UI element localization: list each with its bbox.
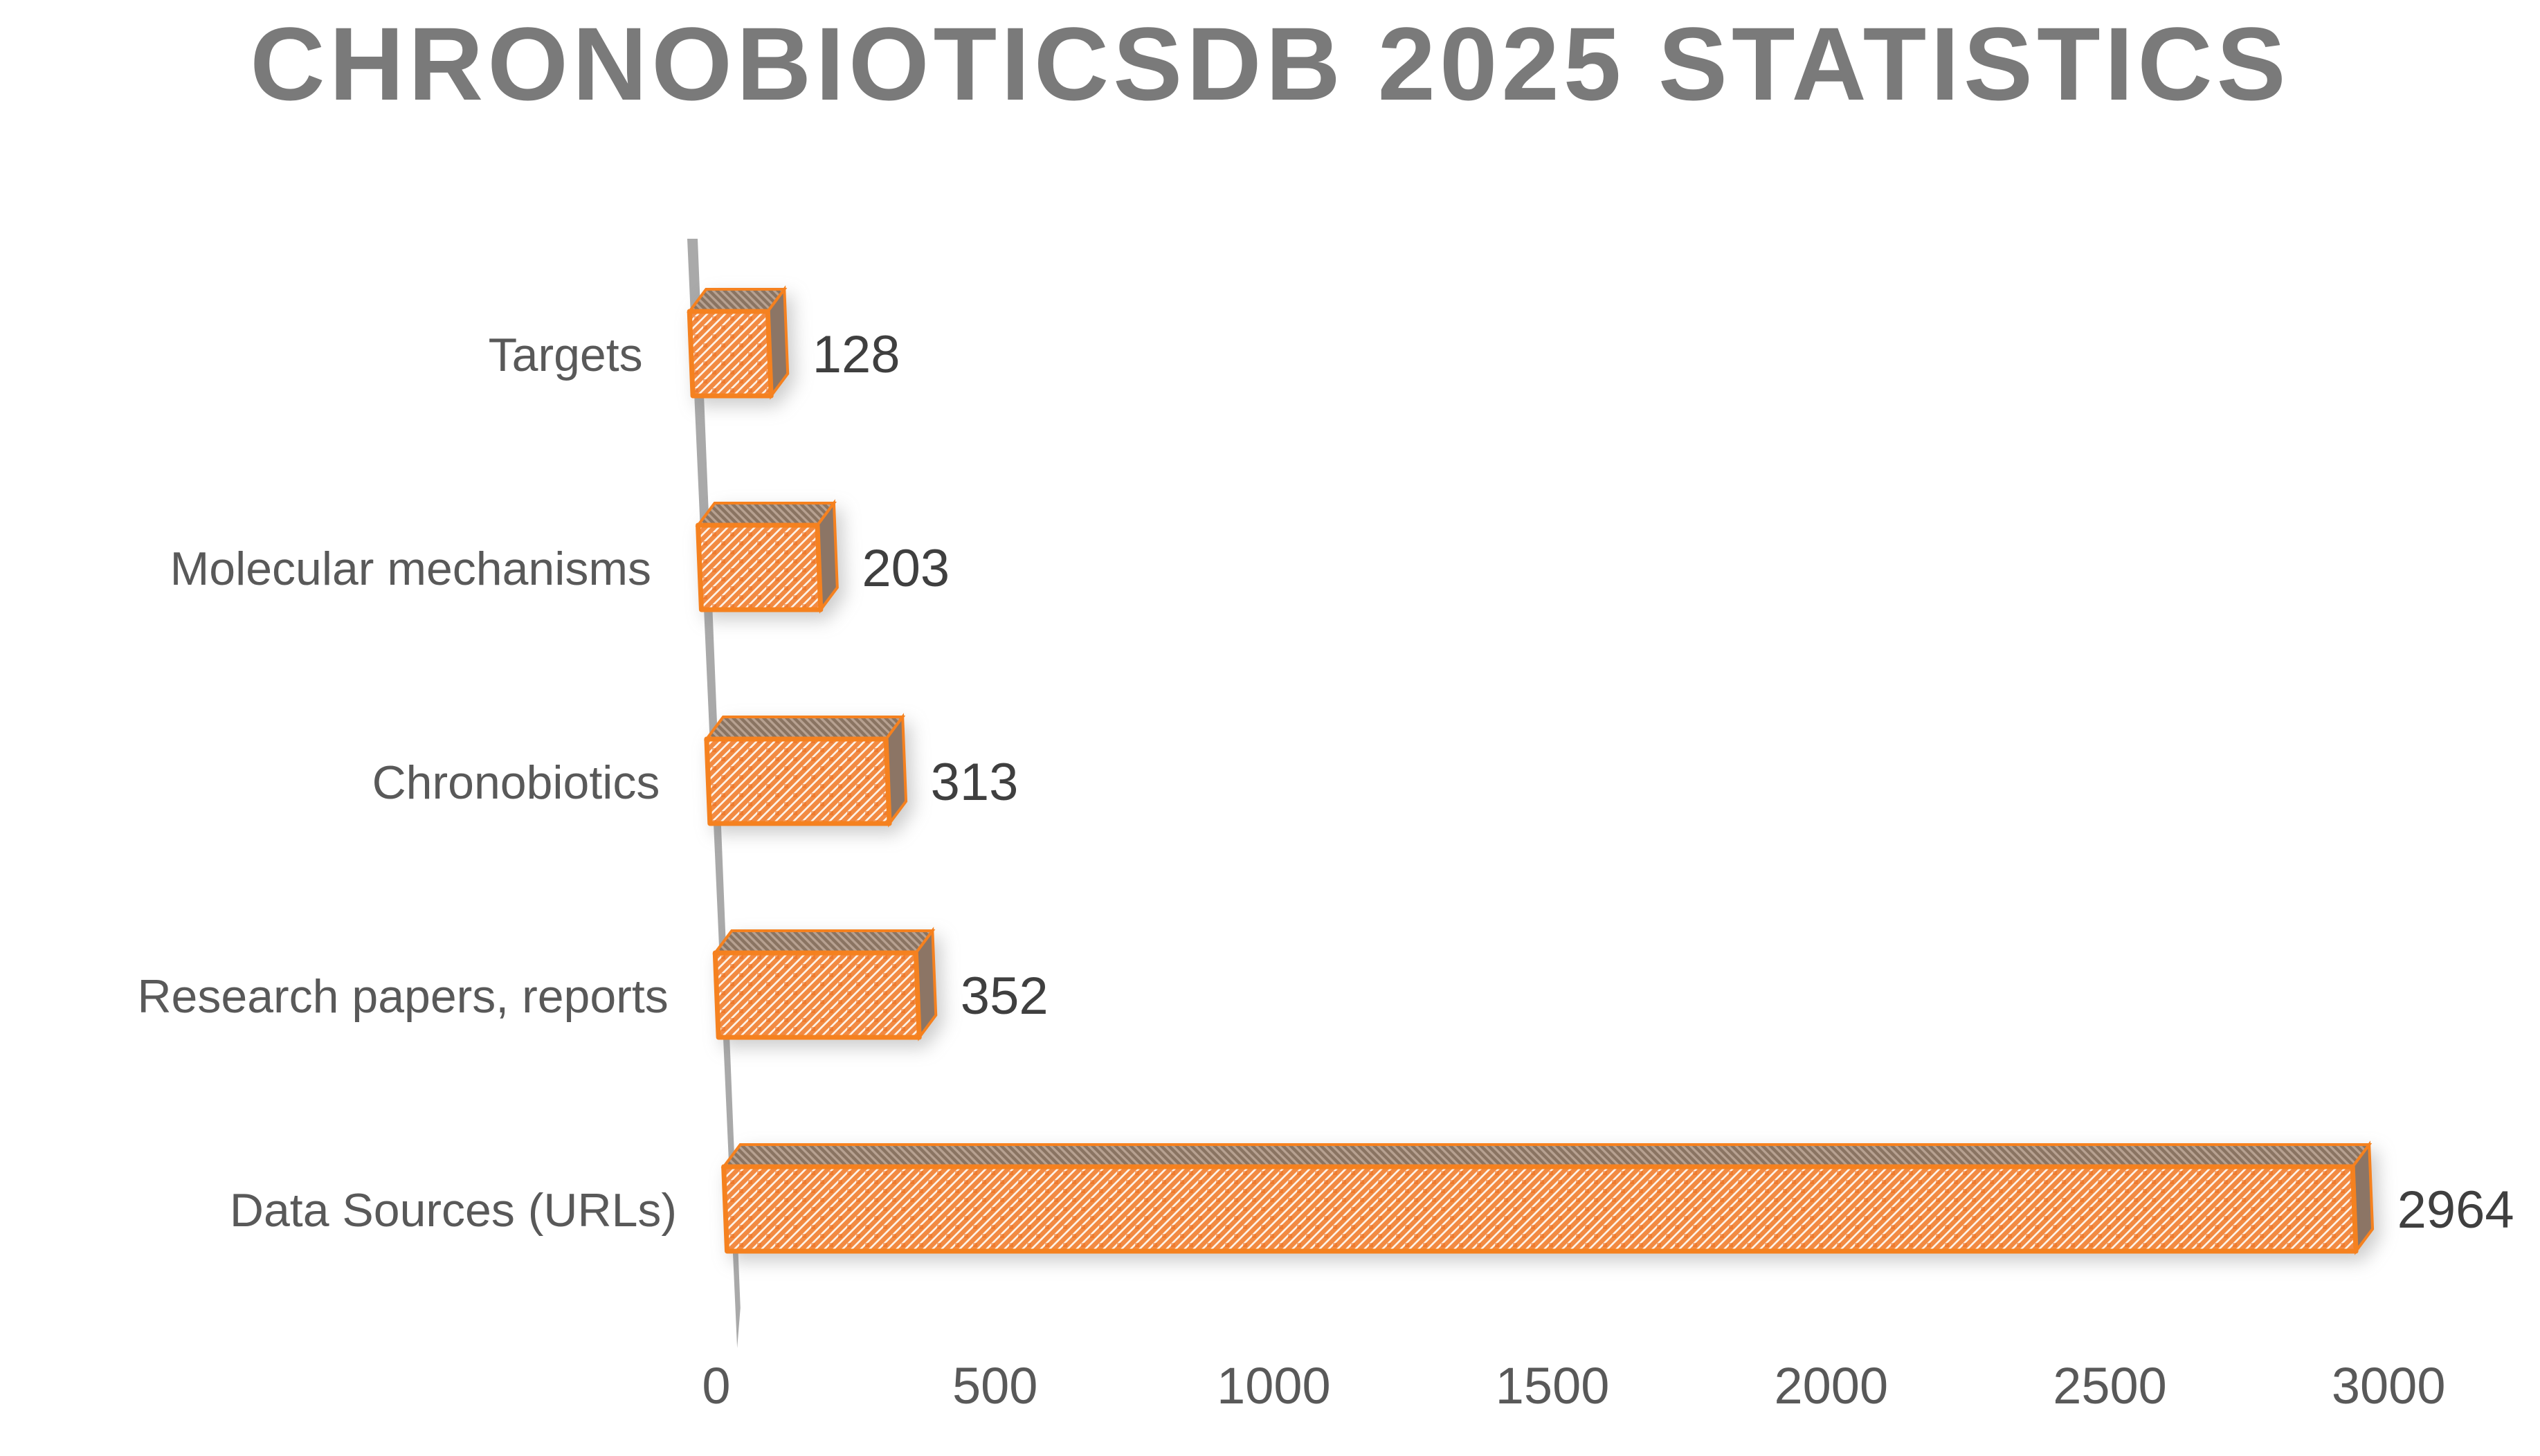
- value-label-molecular-mechanisms: 203: [862, 539, 950, 598]
- bar-research-papers-reports: [712, 927, 938, 1041]
- value-label-research-papers-reports: 352: [960, 967, 1049, 1026]
- category-label-targets: Targets: [488, 329, 643, 381]
- bar-data-sources-urls: [720, 1140, 2375, 1255]
- x-tick-1500: 1500: [1495, 1357, 1610, 1414]
- category-label-chronobiotics: Chronobiotics: [372, 756, 660, 809]
- value-label-data-sources-urls: 2964: [2397, 1181, 2514, 1239]
- value-label-chronobiotics: 313: [930, 753, 1019, 812]
- value-label-targets: 128: [812, 325, 900, 384]
- bar-chronobiotics: [703, 713, 908, 828]
- bar-targets: [687, 285, 790, 400]
- x-tick-2500: 2500: [2053, 1357, 2167, 1414]
- x-tick-0: 0: [702, 1357, 731, 1414]
- x-tick-3000: 3000: [2331, 1357, 2446, 1414]
- x-tick-500: 500: [952, 1357, 1038, 1414]
- category-label-research-papers-reports: Research papers, reports: [137, 970, 669, 1023]
- x-tick-2000: 2000: [1774, 1357, 1889, 1414]
- bar-molecular-mechanisms: [695, 499, 839, 614]
- chart-title: CHRONOBIOTICSDB 2025 STATISTICS: [250, 6, 2290, 122]
- x-tick-1000: 1000: [1217, 1357, 1331, 1414]
- category-label-molecular-mechanisms: Molecular mechanisms: [170, 543, 651, 595]
- category-label-data-sources-urls: Data Sources (URLs): [229, 1184, 678, 1237]
